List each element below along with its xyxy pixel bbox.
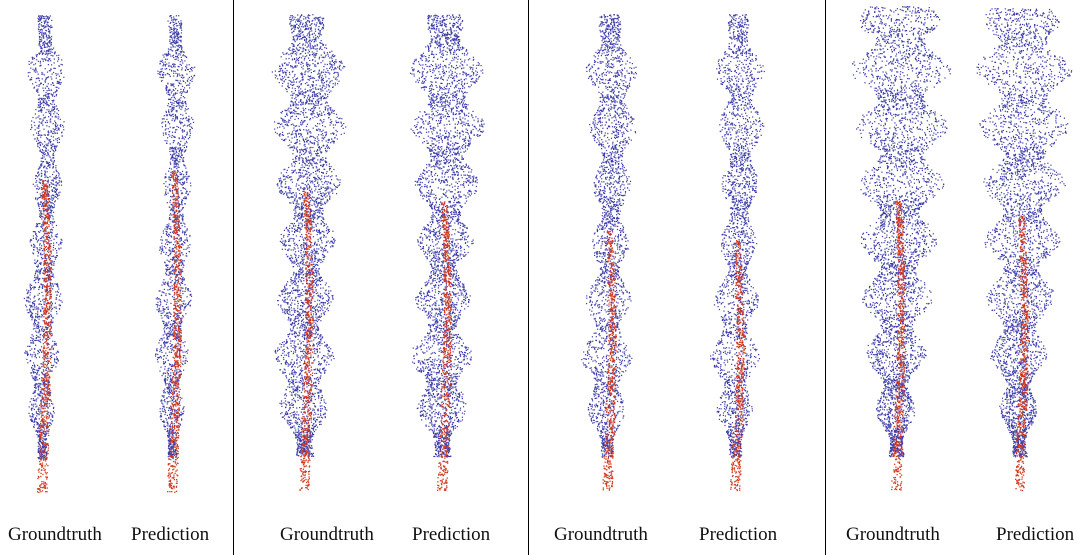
panel-2-groundtruth-label: Groundtruth <box>280 524 374 546</box>
panel-1: Groundtruth Prediction <box>0 0 233 555</box>
panel-1-prediction-tree <box>155 15 196 493</box>
panel-3-prediction-label: Prediction <box>699 524 777 546</box>
panel-2-prediction-tree <box>409 14 485 491</box>
panel-4-groundtruth-label: Groundtruth <box>846 524 940 546</box>
panel-divider-3 <box>825 0 826 555</box>
panel-1-groundtruth-label: Groundtruth <box>8 524 102 546</box>
panel-divider-1 <box>233 0 234 555</box>
panel-4-prediction-tree <box>976 8 1073 492</box>
panel-1-groundtruth-tree <box>23 15 65 493</box>
panel-3: Groundtruth Prediction <box>529 0 825 555</box>
panel-3-groundtruth-label: Groundtruth <box>554 524 648 546</box>
panel-4-groundtruth-tree <box>852 6 952 491</box>
panel-3-groundtruth-tree <box>581 14 637 491</box>
panel-4-prediction-label: Prediction <box>996 524 1074 546</box>
panel-3-prediction-tree <box>710 14 765 492</box>
panel-divider-2 <box>528 0 529 555</box>
panel-1-prediction-label: Prediction <box>131 524 209 546</box>
panel-2-groundtruth-tree <box>271 14 347 491</box>
panel-2: Groundtruth Prediction <box>234 0 528 555</box>
panel-4: Groundtruth Prediction <box>826 0 1089 555</box>
panel-2-prediction-label: Prediction <box>412 524 490 546</box>
